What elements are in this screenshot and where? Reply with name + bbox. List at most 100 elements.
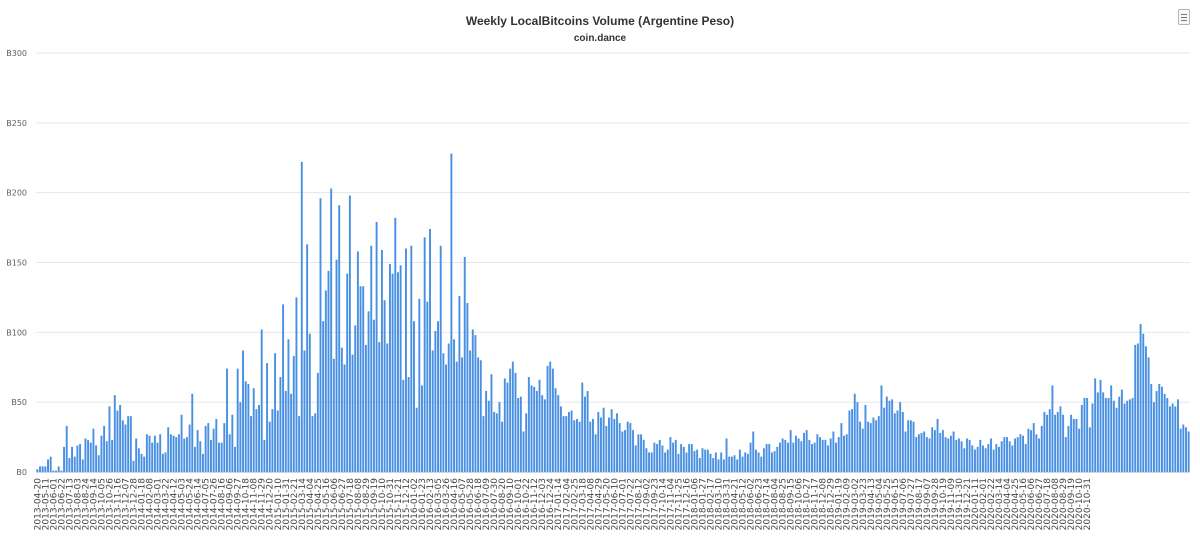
bar[interactable]: [957, 438, 960, 472]
bar[interactable]: [928, 438, 931, 472]
bar[interactable]: [1072, 418, 1075, 472]
bar[interactable]: [621, 431, 624, 473]
bar[interactable]: [143, 456, 146, 472]
bar[interactable]: [1155, 390, 1158, 472]
bar[interactable]: [276, 410, 279, 472]
bar[interactable]: [1182, 424, 1185, 472]
bar[interactable]: [380, 249, 383, 472]
bar[interactable]: [148, 435, 151, 472]
bar[interactable]: [693, 451, 696, 472]
bar[interactable]: [880, 385, 883, 472]
bar[interactable]: [153, 435, 156, 472]
bar[interactable]: [234, 446, 236, 472]
bar[interactable]: [498, 402, 501, 472]
bar[interactable]: [570, 410, 573, 472]
bar[interactable]: [87, 439, 90, 472]
bar[interactable]: [159, 434, 162, 472]
bar[interactable]: [316, 372, 319, 472]
bar[interactable]: [177, 434, 180, 472]
bar[interactable]: [399, 265, 402, 472]
bar[interactable]: [378, 342, 381, 472]
bar[interactable]: [752, 431, 755, 473]
bar[interactable]: [974, 449, 976, 472]
bar[interactable]: [664, 452, 667, 472]
bar[interactable]: [1142, 333, 1145, 472]
bar[interactable]: [682, 446, 685, 472]
bar[interactable]: [1027, 428, 1030, 472]
bar[interactable]: [63, 446, 66, 472]
bar[interactable]: [543, 399, 546, 472]
bar[interactable]: [244, 381, 247, 472]
bar[interactable]: [757, 452, 760, 472]
bar[interactable]: [207, 423, 210, 472]
bar[interactable]: [931, 427, 934, 472]
bar[interactable]: [869, 423, 872, 472]
bar[interactable]: [573, 420, 576, 472]
bar[interactable]: [722, 459, 725, 472]
bar[interactable]: [1171, 403, 1174, 472]
bar[interactable]: [503, 378, 506, 472]
bar[interactable]: [199, 441, 202, 472]
bar[interactable]: [332, 358, 335, 472]
bar[interactable]: [856, 402, 859, 472]
bar[interactable]: [461, 357, 464, 472]
bar[interactable]: [410, 245, 413, 472]
bar[interactable]: [367, 311, 370, 472]
bar[interactable]: [533, 386, 536, 472]
bar[interactable]: [567, 411, 570, 472]
bar[interactable]: [800, 441, 803, 472]
bar[interactable]: [666, 449, 669, 472]
bar[interactable]: [407, 377, 410, 472]
bar[interactable]: [912, 421, 915, 472]
bar[interactable]: [388, 263, 391, 472]
bar[interactable]: [103, 425, 106, 472]
bar[interactable]: [431, 350, 434, 472]
bar[interactable]: [1134, 344, 1137, 472]
bar[interactable]: [1091, 403, 1094, 472]
bar[interactable]: [904, 431, 907, 473]
bar[interactable]: [613, 418, 616, 472]
bar[interactable]: [236, 368, 239, 472]
bar[interactable]: [661, 445, 664, 472]
bar[interactable]: [944, 437, 947, 472]
bar[interactable]: [554, 388, 557, 472]
bar[interactable]: [762, 448, 765, 472]
bar[interactable]: [111, 439, 114, 472]
bar[interactable]: [258, 404, 261, 472]
bar[interactable]: [1094, 378, 1097, 472]
bar[interactable]: [1126, 400, 1129, 472]
bar[interactable]: [1046, 414, 1049, 472]
bar[interactable]: [674, 439, 677, 472]
bar[interactable]: [608, 417, 610, 472]
bar[interactable]: [754, 449, 757, 472]
bar[interactable]: [311, 416, 314, 472]
bar[interactable]: [551, 368, 554, 472]
bar[interactable]: [712, 458, 715, 472]
bar[interactable]: [915, 437, 918, 472]
bar[interactable]: [1040, 425, 1043, 472]
bar[interactable]: [901, 411, 904, 472]
bar[interactable]: [220, 442, 223, 472]
bar[interactable]: [581, 382, 584, 472]
bar[interactable]: [303, 350, 306, 472]
bar[interactable]: [589, 421, 592, 472]
bar[interactable]: [1160, 386, 1163, 472]
bar[interactable]: [845, 434, 848, 472]
bar[interactable]: [984, 448, 987, 472]
bar[interactable]: [637, 434, 640, 472]
bar[interactable]: [941, 430, 944, 472]
bar[interactable]: [773, 451, 776, 472]
bar[interactable]: [255, 409, 258, 472]
bar[interactable]: [463, 256, 466, 472]
bar[interactable]: [1059, 406, 1062, 472]
bar[interactable]: [736, 459, 739, 472]
bar[interactable]: [79, 444, 82, 472]
bar[interactable]: [669, 437, 672, 472]
bar[interactable]: [1096, 392, 1099, 472]
bar[interactable]: [776, 446, 779, 472]
bar[interactable]: [391, 273, 394, 472]
bar[interactable]: [1019, 434, 1022, 472]
bar[interactable]: [1128, 399, 1131, 472]
bar[interactable]: [252, 388, 255, 472]
bar[interactable]: [645, 448, 648, 472]
